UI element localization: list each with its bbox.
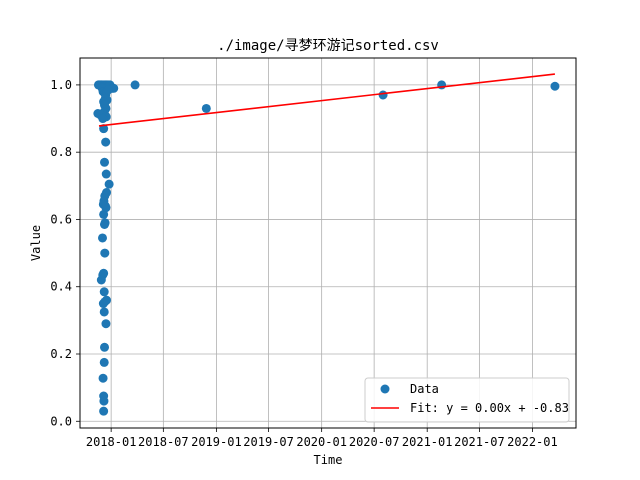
legend: Data Fit: y = 0.00x + -0.83 (364, 377, 570, 423)
data-point (100, 342, 110, 352)
x-axis-label: Time (314, 453, 343, 467)
y-tick-label: 0.8 (50, 145, 72, 159)
x-tick-label: 2022-01 (507, 435, 558, 449)
x-tick-label: 2020-01 (296, 435, 347, 449)
data-point (130, 80, 140, 90)
y-tick-label: 1.0 (50, 78, 72, 92)
data-point (96, 275, 106, 285)
data-point (98, 373, 108, 383)
data-point (101, 319, 111, 329)
data-point (99, 406, 109, 416)
data-point (550, 81, 560, 91)
legend-box (364, 377, 570, 423)
legend-data-label: Data (410, 382, 439, 396)
data-point (101, 169, 111, 179)
y-tick-label: 0.4 (50, 280, 72, 294)
x-tick-label: 2020-07 (349, 435, 400, 449)
x-tick-label: 2019-07 (243, 435, 294, 449)
data-point (101, 137, 111, 147)
x-tick-label: 2021-01 (402, 435, 453, 449)
data-point (99, 209, 109, 219)
series-layer (93, 73, 560, 416)
data-point (201, 103, 211, 113)
legend-fit-label: Fit: y = 0.00x + -0.83 (410, 401, 569, 415)
x-tick-label: 2018-07 (138, 435, 189, 449)
tick-layer: 2018-01 2018-07 2019-01 2019-07 2020-01 2020-… (50, 78, 557, 449)
data-point (103, 85, 113, 95)
x-tick-label: 2019-01 (191, 435, 242, 449)
data-point (98, 114, 108, 124)
data-point (99, 287, 109, 297)
data-point (104, 179, 114, 189)
chart-title: ./image/寻梦环游记sorted.csv (217, 38, 439, 54)
y-tick-label: 0.2 (50, 347, 72, 361)
data-point (378, 90, 388, 100)
data-point (99, 307, 109, 317)
x-tick-label: 2018-01 (86, 435, 137, 449)
data-point (97, 233, 107, 243)
data-point (99, 357, 109, 367)
y-tick-label: 0.0 (50, 414, 72, 428)
y-tick-label: 0.6 (50, 212, 72, 226)
data-point (100, 220, 110, 229)
legend-data-marker (380, 384, 390, 394)
fit-line (98, 73, 555, 127)
x-tick-label: 2021-07 (454, 435, 505, 449)
y-axis-label: Value (29, 225, 43, 261)
data-point (100, 248, 110, 258)
data-point (100, 297, 110, 307)
plot-frame (79, 57, 577, 429)
data-point (99, 396, 109, 406)
data-point (100, 157, 110, 167)
